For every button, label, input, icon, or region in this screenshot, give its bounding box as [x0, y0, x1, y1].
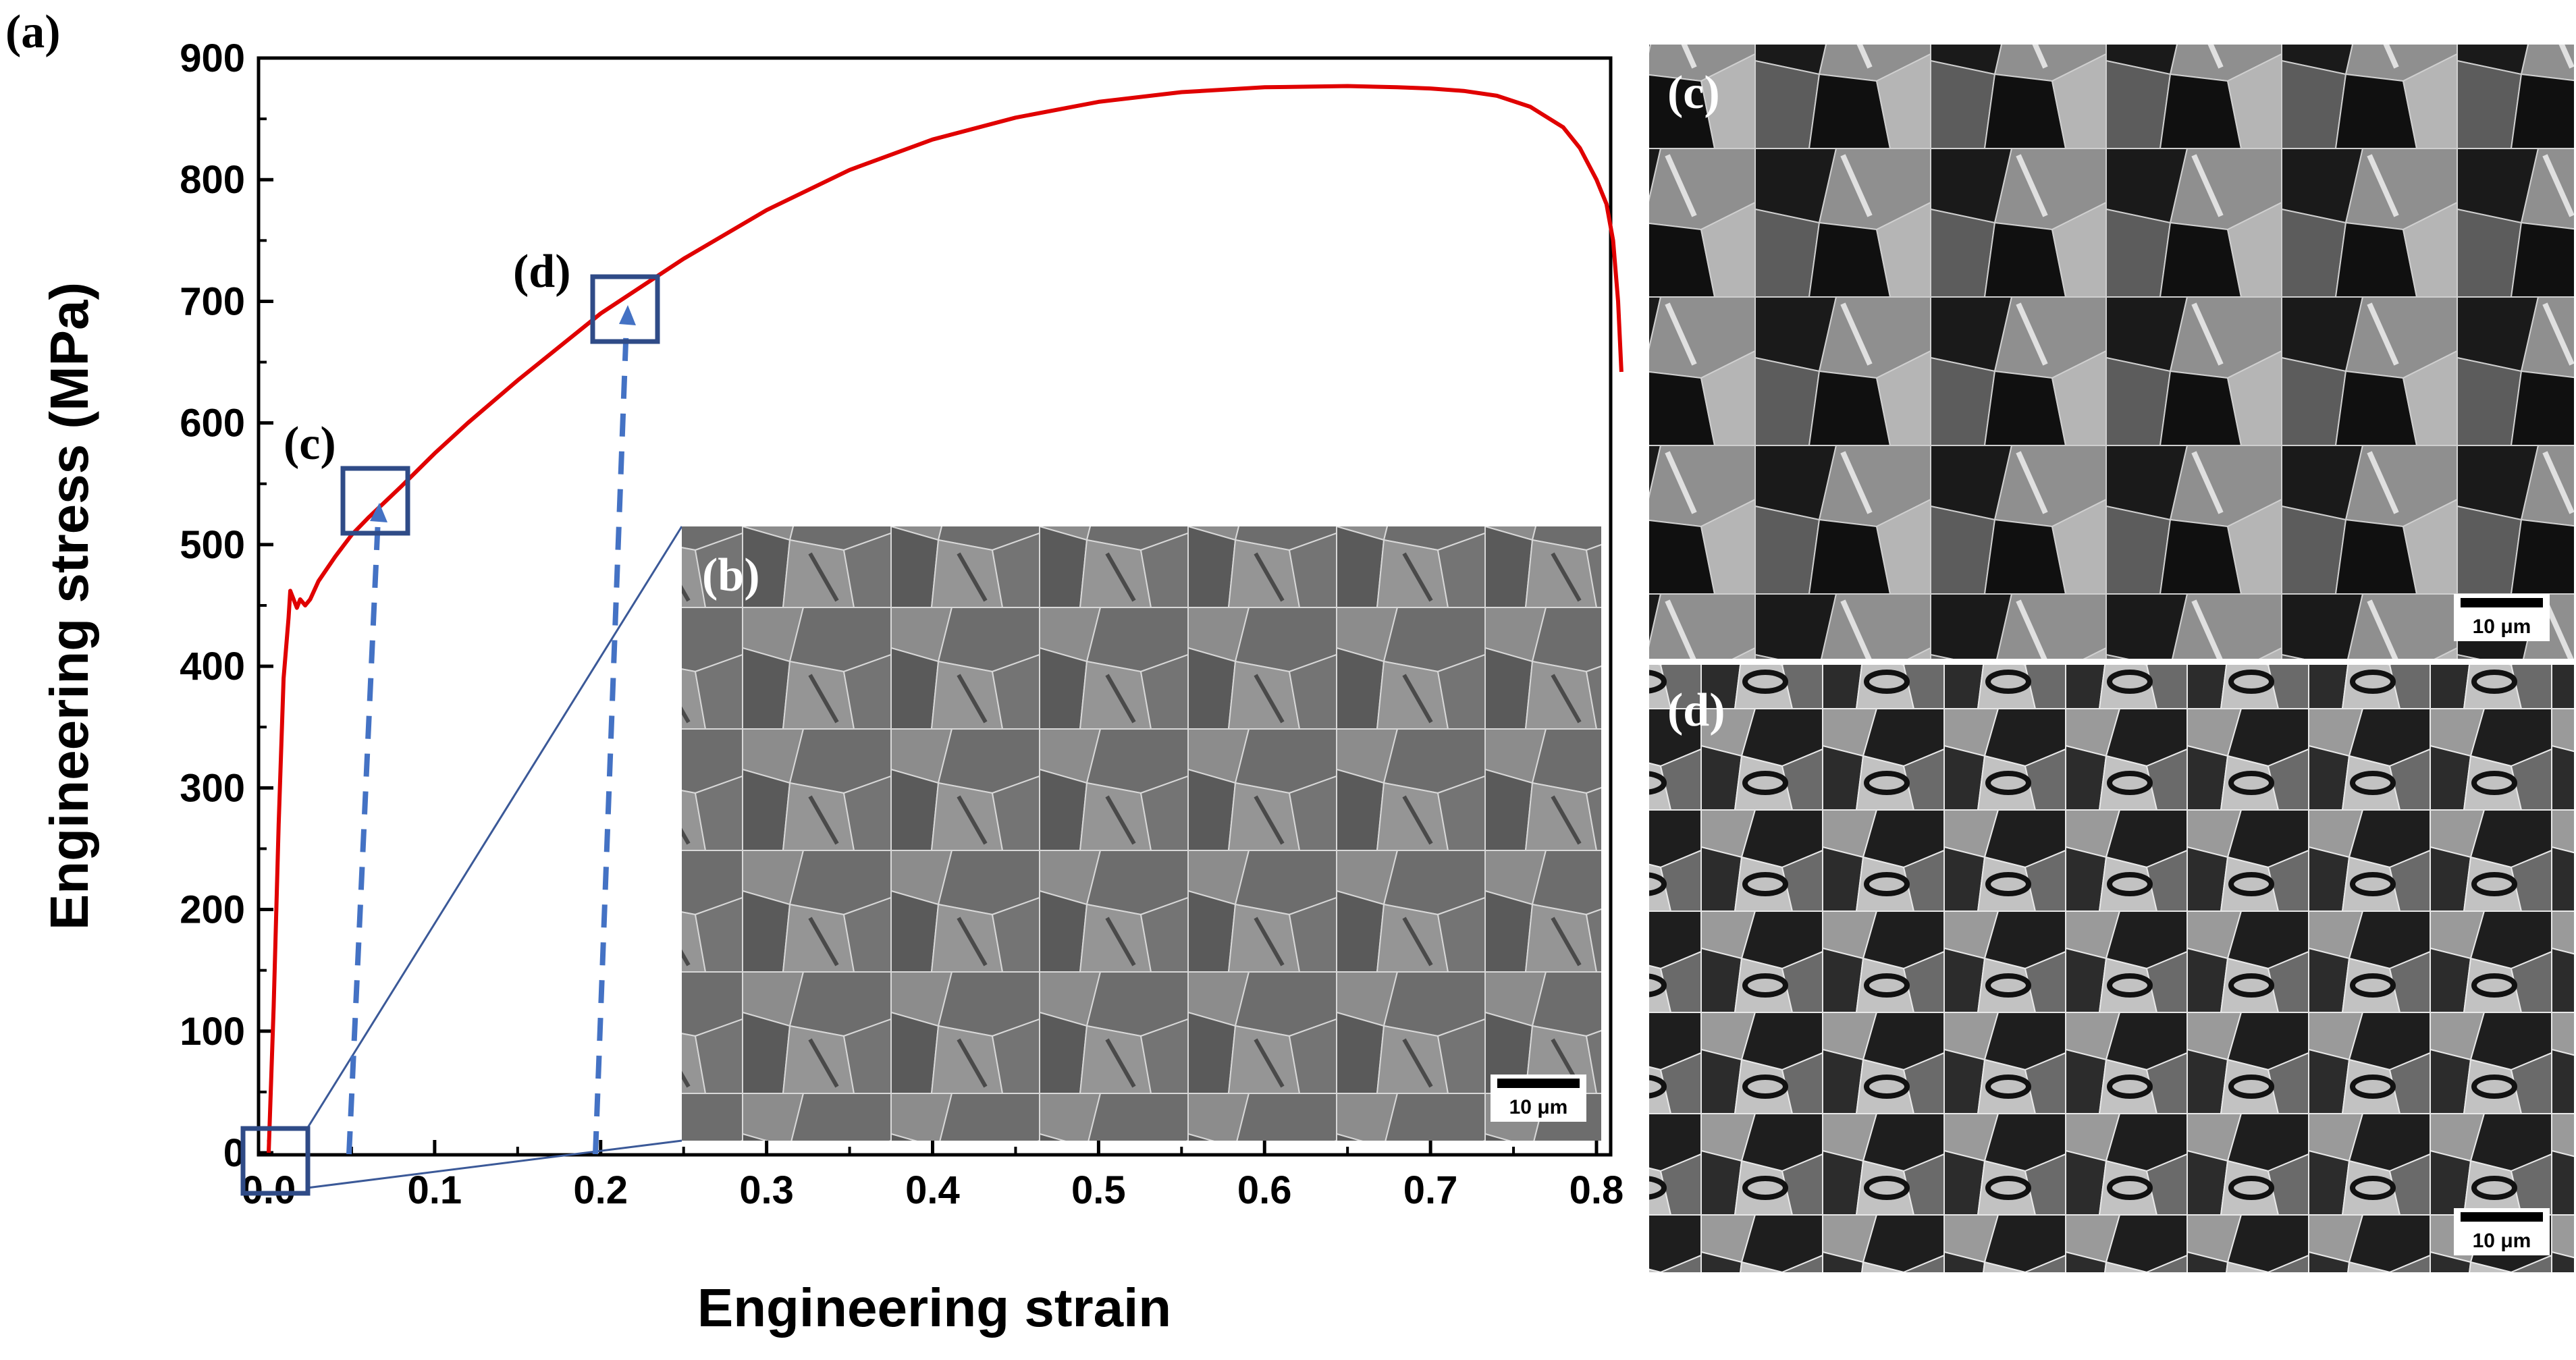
zoom-line-bottom	[306, 1139, 682, 1189]
arrow-c-head	[370, 503, 387, 522]
panel-label-a: (a)	[5, 6, 61, 58]
y-axis-title: Engineering stress (MPa)	[39, 282, 99, 930]
zoom-line-top	[306, 526, 683, 1129]
marker-label-d: (d)	[513, 246, 571, 298]
x-tick-label: 0.0	[242, 1168, 296, 1212]
panel-label-d: (d)	[1667, 684, 1725, 736]
y-tick-label: 600	[180, 402, 245, 445]
arrow-d	[593, 323, 629, 1155]
arrow-d-head	[619, 305, 636, 325]
scale-bar-d-line	[2461, 1212, 2543, 1222]
dashed-arrows	[346, 305, 636, 1155]
x-tick-label: 0.5	[1071, 1168, 1126, 1212]
scale-bar-c-line	[2461, 598, 2543, 607]
panel-label-b: (b)	[702, 549, 760, 601]
y-tick-label: 300	[180, 766, 245, 810]
y-tick-label: 400	[180, 645, 245, 688]
scale-bar-b-text: 10 μm	[1509, 1096, 1568, 1118]
scale-bar-b-line	[1497, 1079, 1580, 1088]
x-tick-label: 0.6	[1237, 1168, 1292, 1212]
micrograph-c: (c) 10 μm	[1649, 45, 2574, 659]
micrograph-b: (b) 10 μm	[682, 526, 1601, 1141]
arrow-c	[346, 519, 381, 1155]
y-tick-label: 900	[180, 36, 245, 80]
scale-bar-c-text: 10 μm	[2473, 616, 2531, 638]
x-tick-label: 0.2	[573, 1168, 628, 1212]
x-tick-label: 0.3	[739, 1168, 794, 1212]
y-tick-label: 700	[180, 279, 245, 323]
x-axis-title: Engineering strain	[697, 1278, 1171, 1338]
x-axis-ticks: 0.0 0.1 0.2 0.3 0.4 0.5 0.6 0.7 0.8	[242, 1140, 1624, 1212]
y-tick-label: 800	[180, 158, 245, 202]
marker-box-origin	[240, 1126, 311, 1196]
y-tick-label: 500	[180, 523, 245, 567]
scale-bar-d-text: 10 μm	[2473, 1230, 2531, 1252]
x-tick-label: 0.8	[1569, 1168, 1624, 1212]
marker-box-c	[340, 466, 410, 536]
marker-label-c: (c)	[284, 418, 336, 470]
marker-box-d	[590, 274, 660, 344]
x-tick-label: 0.7	[1403, 1168, 1458, 1212]
micrograph-d: (d) 10 μm	[1649, 665, 2574, 1272]
series-line	[267, 84, 1624, 1153]
x-tick-label: 0.1	[408, 1168, 462, 1212]
y-tick-label: 100	[180, 1010, 245, 1054]
y-tick-label: 200	[180, 888, 245, 932]
panel-label-c: (c)	[1667, 67, 1720, 119]
x-tick-label: 0.4	[905, 1168, 960, 1212]
